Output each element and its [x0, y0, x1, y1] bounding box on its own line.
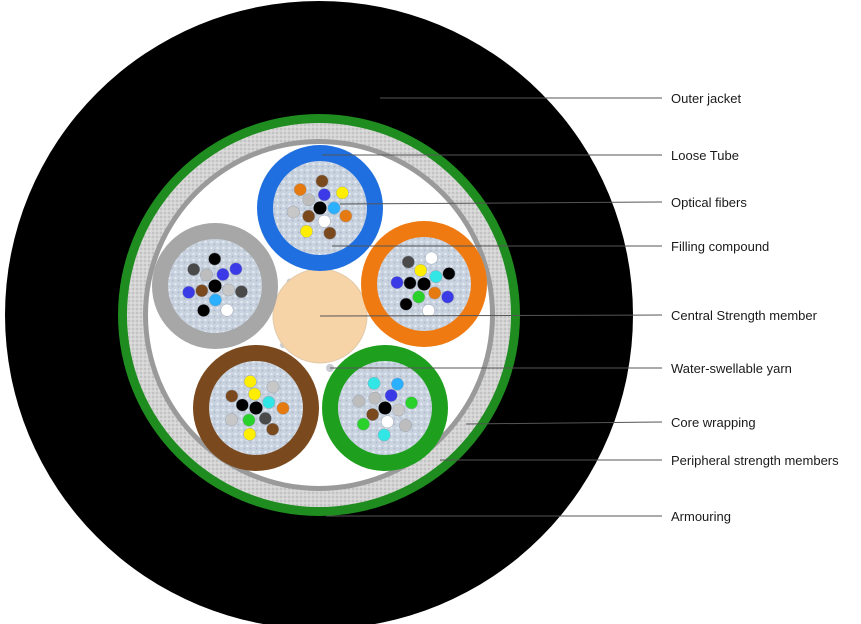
- optical-fiber: [377, 428, 391, 442]
- optical-fiber: [200, 268, 213, 282]
- optical-fiber: [315, 174, 329, 188]
- loose-tube-orange: [361, 221, 487, 347]
- optical-fiber: [403, 276, 417, 290]
- optical-fiber: [352, 394, 366, 408]
- optical-fiber: [225, 389, 239, 403]
- labels: Outer jacket Loose Tube Optical fibers F…: [671, 91, 839, 524]
- optical-fiber: [195, 284, 209, 298]
- label-optical-fibers: Optical fibers: [671, 195, 747, 210]
- optical-fiber: [248, 387, 262, 401]
- optical-fiber: [429, 270, 443, 284]
- optical-fiber: [266, 380, 280, 394]
- optical-fiber: [317, 188, 331, 202]
- optical-fiber: [422, 304, 436, 318]
- leader-optical-fibers: [339, 201, 663, 205]
- optical-fiber: [335, 186, 349, 200]
- optical-fiber: [399, 419, 413, 432]
- optical-fiber: [412, 290, 426, 304]
- leader-central-strength-member: [319, 314, 663, 317]
- loose-tube-brown: [193, 345, 319, 471]
- label-outer-jacket: Outer jacket: [671, 91, 741, 106]
- optical-fiber: [442, 267, 456, 281]
- optical-fiber: [208, 279, 222, 293]
- optical-fiber: [262, 395, 276, 409]
- optical-fiber: [220, 303, 234, 317]
- optical-fiber: [208, 293, 222, 307]
- optical-fiber: [302, 209, 316, 223]
- optical-fiber: [368, 391, 382, 405]
- optical-fiber: [229, 262, 243, 276]
- optical-fiber: [390, 276, 404, 290]
- optical-fiber: [258, 412, 272, 425]
- optical-fiber: [424, 251, 438, 265]
- leader-core-wrapping: [465, 421, 663, 425]
- optical-fiber: [414, 263, 428, 277]
- optical-fiber: [327, 201, 341, 215]
- loose-tube-blue: [257, 145, 383, 271]
- optical-fiber: [392, 403, 406, 417]
- optical-fiber: [323, 226, 337, 240]
- label-loose-tube: Loose Tube: [671, 148, 739, 163]
- optical-fiber: [313, 201, 327, 215]
- optical-fiber: [235, 398, 249, 412]
- label-water-swellable-yarn: Water-swellable yarn: [671, 361, 792, 376]
- optical-fiber: [249, 401, 263, 415]
- optical-fiber: [417, 277, 431, 291]
- optical-fiber: [293, 183, 307, 197]
- optical-fiber: [428, 286, 442, 300]
- optical-fiber: [234, 285, 248, 299]
- optical-fiber: [243, 427, 257, 441]
- optical-fiber: [266, 422, 280, 436]
- optical-fiber: [225, 413, 239, 426]
- optical-fiber: [276, 401, 290, 415]
- optical-fiber: [243, 375, 257, 389]
- label-peripheral-strength-members: Peripheral strength members: [671, 453, 839, 468]
- label-armouring: Armouring: [671, 509, 731, 524]
- loose-tube-green: [322, 345, 448, 471]
- optical-fiber: [405, 396, 418, 410]
- optical-fiber: [378, 401, 392, 415]
- optical-fiber: [216, 268, 230, 281]
- optical-fiber: [302, 193, 316, 207]
- optical-fiber: [384, 388, 398, 402]
- optical-fiber: [399, 297, 413, 311]
- optical-fiber: [380, 415, 394, 429]
- optical-fiber: [242, 413, 256, 427]
- optical-fiber: [441, 290, 455, 304]
- label-filling-compound: Filling compound: [671, 239, 769, 254]
- label-core-wrapping: Core wrapping: [671, 415, 756, 430]
- optical-fiber: [300, 224, 313, 238]
- optical-fiber: [182, 285, 196, 299]
- optical-fiber: [401, 255, 415, 269]
- optical-fiber: [339, 209, 353, 223]
- optical-fiber: [286, 205, 300, 219]
- optical-fiber: [317, 214, 331, 228]
- optical-fiber: [187, 262, 201, 276]
- optical-fiber: [356, 417, 370, 431]
- loose-tube-grey: [152, 223, 278, 349]
- leader-lines: [319, 97, 663, 517]
- optical-fiber: [367, 376, 381, 390]
- optical-fiber: [197, 304, 211, 317]
- optical-fiber: [366, 408, 380, 421]
- optical-fiber: [391, 377, 404, 391]
- label-central-strength-member: Central Strength member: [671, 308, 818, 323]
- optical-fiber: [208, 252, 222, 266]
- optical-fiber: [221, 283, 235, 297]
